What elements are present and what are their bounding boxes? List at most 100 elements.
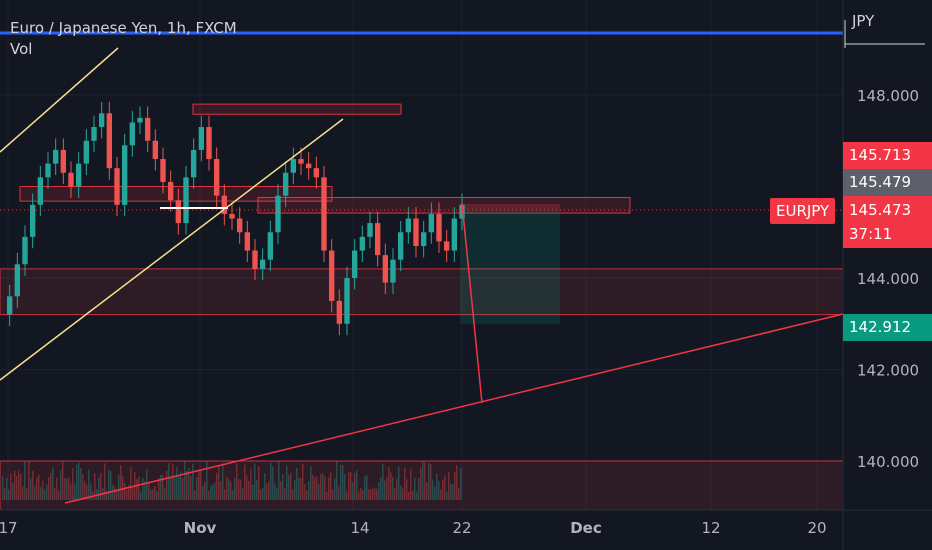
candle-body (282, 172, 289, 196)
volume-bar (278, 461, 280, 500)
volume-bar (304, 484, 306, 500)
volume-indicator-label[interactable]: Vol (10, 40, 33, 58)
candle-body (91, 127, 97, 141)
candle-body (183, 177, 189, 224)
volume-bar (382, 463, 384, 500)
volume-bar (204, 481, 206, 500)
candle-body (129, 122, 136, 146)
candle-body (236, 218, 243, 233)
volume-bar (352, 482, 354, 500)
volume-bar (86, 485, 88, 500)
support-zone-rect[interactable] (0, 268, 844, 316)
high-price-tag: 145.713 (843, 142, 932, 169)
volume-bar (2, 476, 4, 500)
volume-bar (422, 461, 424, 500)
volume-bar (68, 477, 70, 500)
volume-bar (214, 482, 216, 500)
volume-bar (366, 475, 368, 500)
volume-bar (74, 483, 76, 500)
volume-bar (190, 475, 192, 500)
price-tick-label: 142.000 (857, 362, 919, 380)
lower-zone-rect[interactable] (0, 460, 844, 511)
volume-bar (136, 479, 138, 500)
volume-bar (62, 461, 64, 500)
candle-body (267, 232, 274, 260)
entry-band-rect[interactable] (257, 196, 631, 214)
candle-body (213, 159, 220, 196)
volume-bar (358, 491, 360, 500)
volume-bar (438, 480, 440, 500)
volume-bar (336, 461, 338, 500)
candle-body (298, 159, 304, 164)
channel-upper-line[interactable] (0, 47, 119, 153)
volume-bar (420, 467, 422, 500)
volume-bar (156, 491, 158, 500)
candle-body (106, 113, 113, 169)
projection-line[interactable] (461, 202, 483, 404)
volume-bar (80, 468, 82, 500)
candle-body (382, 255, 389, 283)
resistance-zone-rect[interactable] (192, 103, 402, 115)
rising-trendline[interactable] (64, 313, 844, 504)
time-tick-label: 14 (350, 519, 369, 537)
volume-bar (212, 484, 214, 500)
volume-bar (294, 479, 296, 500)
volume-bar (428, 463, 430, 500)
volume-bar (444, 475, 446, 500)
volume-bar (262, 487, 264, 500)
volume-bar (408, 491, 410, 500)
candle-body (206, 127, 212, 160)
volume-bar (38, 474, 40, 500)
candle-body (52, 149, 59, 164)
volume-bar (242, 487, 244, 500)
volume-bar (198, 470, 200, 500)
volume-bar (446, 491, 448, 500)
candle-body (359, 236, 366, 251)
volume-bar (328, 477, 330, 500)
candle-body (367, 223, 373, 237)
volume-bar (84, 481, 86, 500)
target-zone-rect[interactable] (460, 209, 560, 324)
volume-bar (258, 466, 260, 500)
candle-body (443, 241, 450, 251)
candle-countdown: 37:11 (849, 225, 893, 243)
volume-bar (54, 487, 56, 500)
volume-bar (4, 488, 6, 500)
volume-bar (248, 480, 250, 500)
candle-body (98, 113, 105, 128)
volume-bar (440, 489, 442, 500)
candle-body (420, 232, 427, 246)
volume-bar (122, 476, 124, 500)
volume-bar (222, 463, 224, 500)
volume-bar (200, 470, 202, 500)
candle-body (290, 159, 297, 173)
volume-bar (12, 482, 14, 500)
volume-bar (76, 464, 78, 500)
candle-body (83, 140, 90, 164)
volume-bar (50, 472, 52, 500)
volume-bar (48, 476, 50, 500)
volume-bar (270, 462, 272, 500)
volume-bar (300, 477, 302, 500)
volume-bar (412, 491, 414, 500)
volume-bar (306, 490, 308, 500)
volume-bar (450, 484, 452, 500)
volume-bar (162, 475, 164, 500)
volume-bar (26, 488, 28, 500)
volume-bar (228, 479, 230, 500)
volume-bar (18, 470, 20, 500)
volume-bar (244, 464, 246, 500)
volume-bar (110, 470, 112, 500)
symbol-tag: EURJPY (770, 198, 836, 224)
volume-bar (20, 474, 22, 500)
volume-bar (32, 470, 34, 500)
stop-zone-rect[interactable] (460, 203, 560, 210)
candle-body (436, 213, 442, 242)
volume-bar (120, 465, 122, 500)
volume-bar (14, 470, 16, 500)
volume-bar (390, 472, 392, 500)
candle-body (175, 200, 182, 224)
volume-bar (332, 489, 334, 500)
channel-lower-line[interactable] (0, 118, 344, 381)
